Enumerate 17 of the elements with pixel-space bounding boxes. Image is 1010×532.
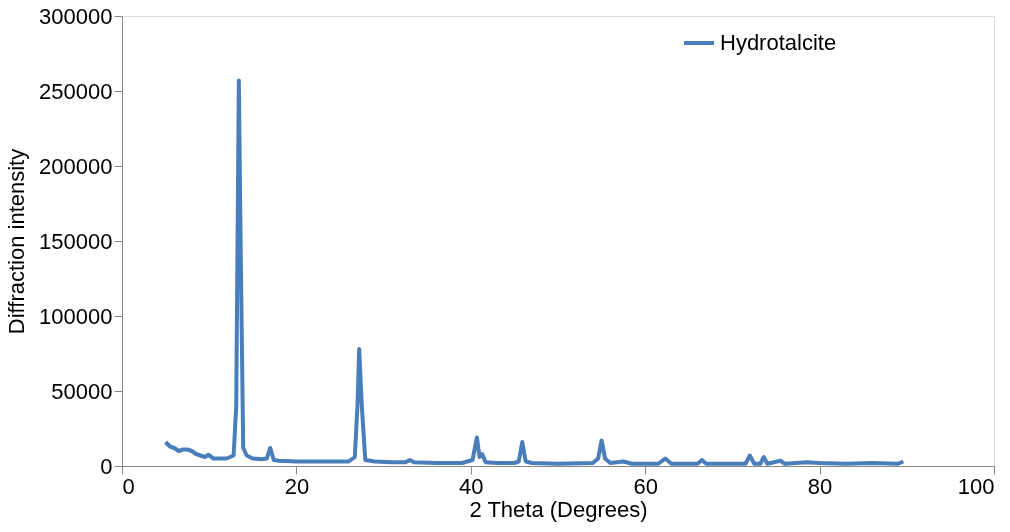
x-tick-label: 60 <box>633 473 658 499</box>
y-tick-label: 300000 <box>39 3 113 29</box>
y-tick-label: 250000 <box>39 78 113 104</box>
y-tick-label: 50000 <box>51 378 113 404</box>
x-tick-label: 80 <box>807 473 833 499</box>
x-tick-label: 0 <box>122 473 135 499</box>
y-tick-label: 200000 <box>39 153 113 179</box>
x-tick-label: 40 <box>459 473 484 499</box>
line-series <box>163 78 906 466</box>
x-tick-label: 100 <box>957 473 995 499</box>
legend-label: Hydrotalcite <box>720 30 837 55</box>
y-axis-title: Diffraction intensity <box>4 148 30 335</box>
y-tick-label: 150000 <box>39 228 113 254</box>
y-tick-label: 100000 <box>39 303 113 329</box>
x-axis-title: 2 Theta (Degrees) <box>469 496 648 522</box>
y-tick-label: 0 <box>100 453 113 479</box>
x-tick-label: 20 <box>284 473 310 499</box>
